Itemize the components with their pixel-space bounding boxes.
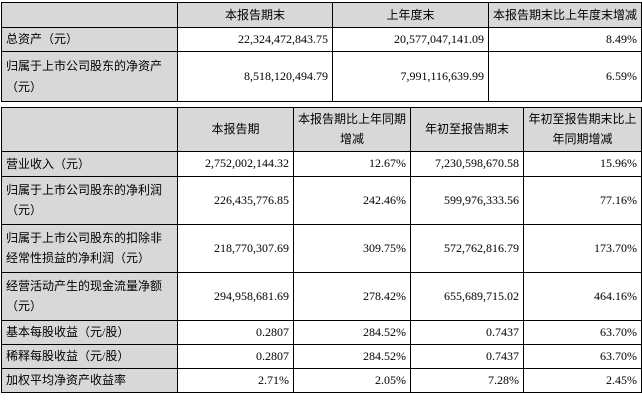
value-cell: 7,230,598,670.58 (410, 150, 524, 177)
table2-header-row: 本报告期 本报告期比上年同期增减 年初至报告期末 年初至报告期末比上年同期增减 (1, 107, 642, 152)
row-label: 归属于上市公司股东的净资产（元） (1, 51, 178, 102)
table-row-operating-cash-flow: 经营活动产生的现金流量净额（元） 294,958,681.69 278.42% … (1, 271, 642, 321)
row-label: 稀释每股收益（元/股） (1, 343, 178, 369)
table-row-net-profit: 归属于上市公司股东的净利润（元） 226,435,776.85 242.46% … (1, 175, 642, 225)
value-cell: 63.70% (523, 319, 642, 345)
row-label: 经营活动产生的现金流量净额（元） (1, 271, 178, 321)
value-cell: 284.52% (293, 319, 411, 345)
value-cell: 7.28% (410, 367, 524, 393)
value-cell: 8.49% (488, 27, 642, 52)
value-cell: 2.45% (523, 367, 642, 393)
value-cell: 572,762,816.79 (410, 223, 524, 273)
value-cell: 173.70% (523, 223, 642, 273)
value-cell: 218,770,307.69 (177, 223, 294, 273)
value-cell: 278.42% (293, 271, 411, 321)
table-row-weighted-avg-roe: 加权平均净资产收益率 2.71% 2.05% 7.28% 2.45% (1, 367, 642, 393)
row-label: 基本每股收益（元/股） (1, 319, 178, 345)
value-cell: 63.70% (523, 343, 642, 369)
table-row-net-assets: 归属于上市公司股东的净资产（元） 8,518,120,494.79 7,991,… (1, 51, 642, 102)
table-row-operating-revenue: 营业收入（元） 2,752,002,144.32 12.67% 7,230,59… (1, 150, 642, 177)
corner-cell (1, 2, 178, 28)
value-cell: 242.46% (293, 175, 411, 225)
value-cell: 655,689,715.02 (410, 271, 524, 321)
table-row-net-profit-excl-nonrecurring: 归属于上市公司股东的扣除非经常性损益的净利润（元） 218,770,307.69… (1, 223, 642, 273)
value-cell: 226,435,776.85 (177, 175, 294, 225)
value-cell: 15.96% (523, 150, 642, 177)
col-header-ytd-change-vs-same-period: 年初至报告期末比上年同期增减 (523, 107, 642, 152)
value-cell: 599,976,333.56 (410, 175, 524, 225)
table-row-total-assets: 总资产（元） 22,324,472,843.75 20,577,047,141.… (1, 27, 642, 52)
value-cell: 77.16% (523, 175, 642, 225)
value-cell: 8,518,120,494.79 (177, 51, 333, 102)
value-cell: 2.05% (293, 367, 411, 393)
table1-header-row: 本报告期末 上年度末 本报告期末比上年度末增减 (1, 2, 642, 28)
value-cell: 6.59% (488, 51, 642, 102)
table-row-basic-eps: 基本每股收益（元/股） 0.2807 284.52% 0.7437 63.70% (1, 319, 642, 345)
corner-cell (1, 107, 178, 152)
value-cell: 2.71% (177, 367, 294, 393)
value-cell: 12.67% (293, 150, 411, 177)
value-cell: 0.2807 (177, 319, 294, 345)
row-label: 加权平均净资产收益率 (1, 367, 178, 393)
value-cell: 284.52% (293, 343, 411, 369)
col-header-current-period-end: 本报告期末 (177, 2, 333, 28)
value-cell: 22,324,472,843.75 (177, 27, 333, 52)
row-label: 归属于上市公司股东的扣除非经常性损益的净利润（元） (1, 223, 178, 273)
col-header-prior-year-end: 上年度末 (332, 2, 489, 28)
value-cell: 464.16% (523, 271, 642, 321)
value-cell: 2,752,002,144.32 (177, 150, 294, 177)
value-cell: 0.2807 (177, 343, 294, 369)
value-cell: 20,577,047,141.09 (332, 27, 489, 52)
balance-sheet-summary-table: 本报告期末 上年度末 本报告期末比上年度末增减 总资产（元） 22,324,47… (1, 2, 642, 102)
value-cell: 7,991,116,639.99 (332, 51, 489, 102)
col-header-change-vs-same-period: 本报告期比上年同期增减 (293, 107, 411, 152)
row-label: 总资产（元） (1, 27, 178, 52)
value-cell: 0.7437 (410, 319, 524, 345)
col-header-change-vs-prior-year-end: 本报告期末比上年度末增减 (488, 2, 642, 28)
table-row-diluted-eps: 稀释每股收益（元/股） 0.2807 284.52% 0.7437 63.70% (1, 343, 642, 369)
value-cell: 0.7437 (410, 343, 524, 369)
row-label: 营业收入（元） (1, 150, 178, 177)
row-label: 归属于上市公司股东的净利润（元） (1, 175, 178, 225)
value-cell: 294,958,681.69 (177, 271, 294, 321)
income-statement-summary-table: 本报告期 本报告期比上年同期增减 年初至报告期末 年初至报告期末比上年同期增减 … (1, 107, 642, 393)
col-header-current-period: 本报告期 (177, 107, 294, 152)
col-header-year-to-date: 年初至报告期末 (410, 107, 524, 152)
value-cell: 309.75% (293, 223, 411, 273)
